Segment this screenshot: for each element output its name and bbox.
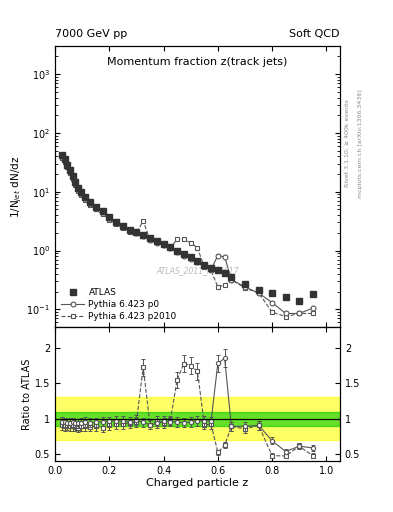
Bar [55,412,340,425]
Bar [55,397,340,440]
Text: Soft QCD: Soft QCD [290,29,340,39]
Text: mcplots.cern.ch [arXiv:1306.3436]: mcplots.cern.ch [arXiv:1306.3436] [358,89,363,198]
Text: ATLAS_2011_I919017: ATLAS_2011_I919017 [156,266,239,275]
Text: 7000 GeV pp: 7000 GeV pp [55,29,127,39]
Y-axis label: 1/N$_{jet}$ dN/dz: 1/N$_{jet}$ dN/dz [9,155,24,218]
Text: Momentum fraction z(track jets): Momentum fraction z(track jets) [107,57,288,67]
Text: Rivet 3.1.10; ≥ 400k events: Rivet 3.1.10; ≥ 400k events [345,99,350,187]
Y-axis label: Ratio to ATLAS: Ratio to ATLAS [22,358,32,430]
Legend: ATLAS, Pythia 6.423 p0, Pythia 6.423 p2010: ATLAS, Pythia 6.423 p0, Pythia 6.423 p20… [59,287,178,323]
X-axis label: Charged particle z: Charged particle z [146,478,249,488]
